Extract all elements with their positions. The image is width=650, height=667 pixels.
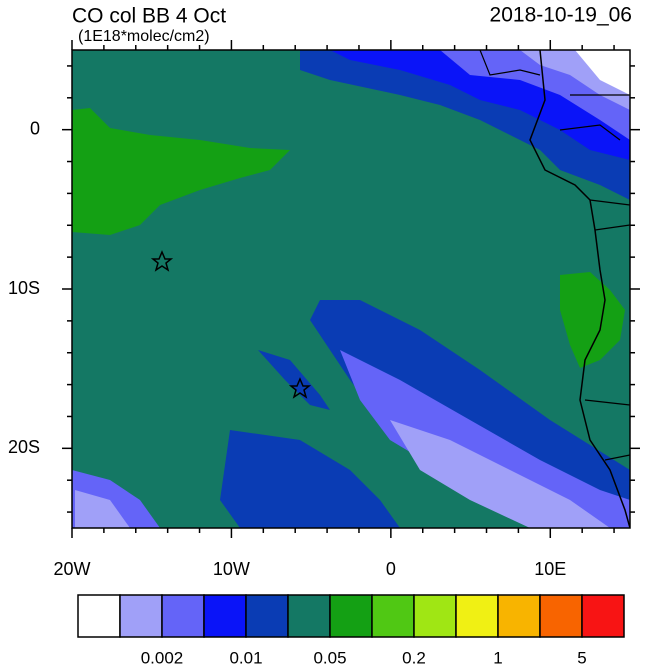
- colorbar-box: [161, 594, 205, 638]
- colorbar-box: [581, 594, 625, 638]
- colorbar-box: [455, 594, 499, 638]
- colorbar-box: [413, 594, 457, 638]
- colorbar-box: [539, 594, 583, 638]
- colorbar-label: 0.05: [313, 648, 346, 667]
- x-tick-label: 10E: [534, 559, 566, 579]
- colorbar-box: [245, 594, 289, 638]
- colorbar-box: [287, 594, 331, 638]
- x-tick-label: 0: [386, 559, 396, 579]
- x-tick-label: 10W: [213, 559, 250, 579]
- colorbar-label: 0.01: [229, 648, 262, 667]
- colorbar-label: 1: [493, 648, 502, 667]
- x-tick-label: 20W: [53, 559, 90, 579]
- y-tick-label: 10S: [8, 278, 40, 298]
- date: 2018-10-19_06: [490, 4, 632, 27]
- y-tick-label: 20S: [8, 437, 40, 457]
- y-tick-label: 0: [30, 118, 40, 138]
- title: CO col BB 4 Oct: [72, 5, 226, 28]
- colorbar-box: [203, 594, 247, 638]
- colorbar-label: 0.2: [402, 648, 426, 667]
- subtitle: (1E18*molec/cm2): [78, 28, 210, 45]
- colorbar-box: [119, 594, 163, 638]
- colorbar-box: [497, 594, 541, 638]
- colorbar-box: [371, 594, 415, 638]
- colorbar-box: [77, 594, 121, 638]
- field: [72, 50, 630, 528]
- colorbar-label: 0.002: [141, 648, 184, 667]
- colorbar-box: [329, 594, 373, 638]
- colorbar-label: 5: [577, 648, 586, 667]
